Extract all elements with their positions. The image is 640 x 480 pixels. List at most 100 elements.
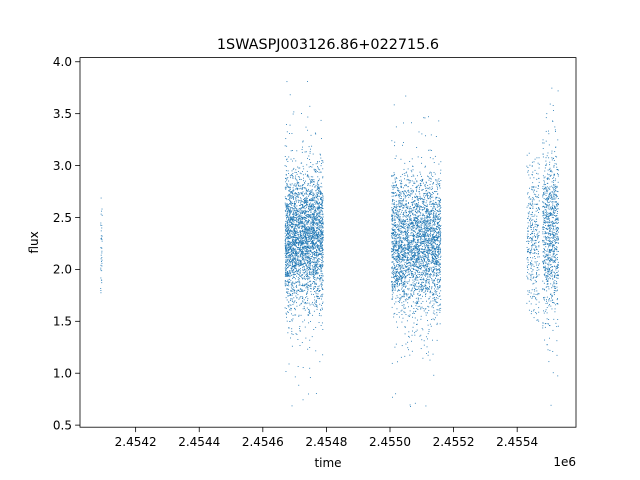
data-point	[397, 281, 399, 282]
data-point	[291, 319, 293, 321]
data-point	[303, 195, 305, 197]
data-point	[317, 261, 319, 263]
data-point	[416, 323, 418, 325]
data-point	[403, 244, 405, 246]
data-point	[411, 210, 413, 212]
data-point	[290, 177, 292, 179]
data-point	[432, 275, 434, 277]
data-point	[315, 201, 317, 203]
data-point	[297, 270, 299, 272]
data-point	[306, 204, 308, 206]
data-point	[320, 246, 322, 247]
data-point	[288, 327, 290, 329]
data-point	[393, 248, 395, 250]
data-point	[292, 258, 294, 260]
data-point	[321, 160, 323, 162]
data-point	[413, 175, 415, 177]
data-point	[428, 280, 430, 282]
data-point	[400, 231, 402, 233]
data-point	[315, 302, 317, 303]
data-point	[289, 238, 290, 239]
data-point	[404, 266, 406, 268]
data-point	[301, 226, 303, 228]
data-point	[428, 309, 430, 311]
data-point	[428, 213, 430, 215]
data-point	[305, 193, 307, 195]
data-point	[286, 263, 288, 265]
data-point	[418, 281, 420, 283]
data-point	[297, 262, 299, 264]
data-point	[298, 241, 299, 243]
data-point	[313, 212, 315, 214]
data-point	[288, 231, 290, 233]
data-point	[311, 205, 313, 207]
data-point	[285, 274, 287, 276]
data-point	[322, 161, 324, 163]
data-point	[308, 214, 310, 216]
data-point	[418, 253, 420, 254]
data-point	[316, 238, 318, 240]
data-point	[421, 217, 423, 219]
data-point	[100, 292, 102, 294]
data-point	[431, 286, 433, 288]
data-point	[423, 233, 425, 235]
data-point	[417, 261, 419, 263]
data-point	[318, 287, 320, 289]
data-point	[406, 234, 408, 236]
data-point	[298, 194, 300, 196]
data-point	[439, 272, 440, 274]
data-point	[313, 252, 315, 254]
data-point	[286, 159, 287, 161]
data-point	[305, 250, 307, 252]
data-point	[418, 264, 420, 266]
data-point	[409, 206, 411, 208]
data-point	[311, 252, 313, 254]
data-point	[293, 235, 295, 237]
data-point	[307, 226, 309, 228]
data-point	[401, 278, 403, 280]
data-point	[286, 230, 288, 232]
data-point	[395, 278, 397, 280]
data-point	[301, 242, 303, 244]
data-point	[426, 223, 428, 224]
data-point	[409, 247, 411, 249]
data-point	[438, 250, 440, 252]
data-point	[397, 256, 398, 258]
data-point	[420, 236, 422, 238]
data-point	[300, 203, 302, 205]
data-point	[298, 182, 300, 184]
data-point	[290, 211, 292, 213]
data-point	[295, 270, 297, 272]
data-point	[288, 194, 289, 196]
data-point	[396, 246, 397, 248]
data-point	[392, 396, 393, 398]
data-point	[317, 194, 319, 196]
data-point	[316, 306, 318, 308]
data-point	[302, 255, 304, 257]
data-point	[297, 235, 299, 237]
data-point	[290, 279, 292, 281]
data-point	[311, 232, 313, 234]
data-point	[292, 190, 294, 192]
data-point	[298, 315, 300, 317]
data-point	[293, 228, 295, 230]
data-point	[286, 205, 288, 207]
data-point	[304, 198, 305, 199]
data-point	[420, 268, 422, 270]
data-point	[439, 285, 440, 287]
data-point	[296, 205, 298, 207]
data-point	[303, 246, 305, 248]
data-point	[318, 263, 320, 265]
data-point	[437, 286, 439, 288]
data-point	[287, 248, 289, 250]
data-point	[292, 314, 294, 316]
data-point	[394, 239, 396, 241]
data-point	[305, 241, 307, 243]
data-point	[316, 250, 318, 252]
data-point	[395, 237, 397, 239]
data-point	[426, 208, 428, 210]
data-point	[295, 253, 297, 254]
data-point	[322, 273, 324, 275]
data-point	[308, 245, 310, 247]
data-point	[313, 206, 315, 208]
